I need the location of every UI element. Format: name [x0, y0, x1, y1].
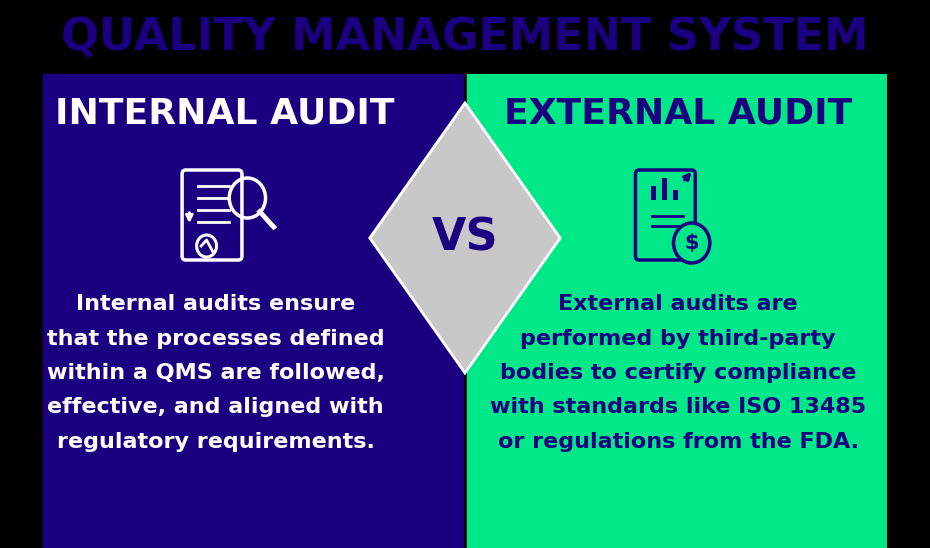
FancyBboxPatch shape	[465, 74, 886, 548]
Circle shape	[673, 223, 710, 263]
Text: $: $	[684, 233, 699, 253]
FancyBboxPatch shape	[672, 190, 678, 200]
FancyBboxPatch shape	[44, 74, 465, 548]
Text: EXTERNAL AUDIT: EXTERNAL AUDIT	[504, 96, 852, 130]
FancyBboxPatch shape	[44, 0, 886, 76]
Text: External audits are
performed by third-party
bodies to certify compliance
with s: External audits are performed by third-p…	[490, 294, 866, 452]
FancyBboxPatch shape	[662, 178, 667, 200]
Text: INTERNAL AUDIT: INTERNAL AUDIT	[55, 96, 394, 130]
Text: Internal audits ensure
that the processes defined
within a QMS are followed,
eff: Internal audits ensure that the processe…	[46, 294, 385, 452]
Polygon shape	[370, 103, 560, 373]
Text: VS: VS	[432, 216, 498, 260]
Text: QUALITY MANAGEMENT SYSTEM: QUALITY MANAGEMENT SYSTEM	[61, 16, 869, 60]
FancyBboxPatch shape	[651, 186, 657, 200]
